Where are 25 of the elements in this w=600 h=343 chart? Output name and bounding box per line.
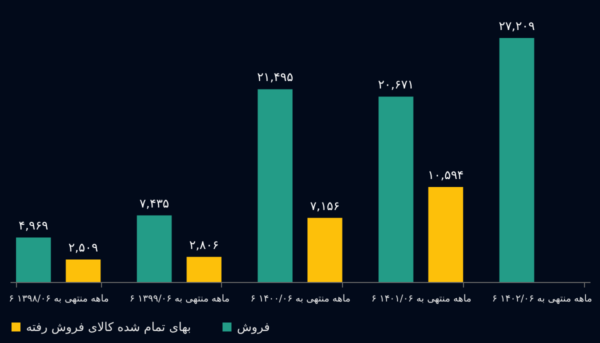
data-label: ۲,۸۰۶	[189, 238, 219, 252]
data-label: ۴,۹۶۹	[18, 218, 48, 232]
bar	[378, 96, 414, 282]
data-label: ۲۷,۲۰۹	[498, 19, 535, 33]
data-label: ۲,۵۰۹	[68, 240, 98, 254]
data-label: ۷,۱۵۶	[310, 198, 340, 213]
legend-label: فروش	[237, 320, 270, 334]
data-label: ۲۱,۴۹۵	[257, 70, 294, 84]
bar	[16, 237, 51, 282]
bar	[136, 215, 172, 282]
bar	[307, 218, 342, 282]
data-label: ۷,۴۳۵	[139, 196, 170, 210]
x-tick-label: ۶ ماهه منتهی به ۱۳۹۸/۰۶	[8, 294, 109, 304]
bar	[66, 260, 101, 282]
bar	[499, 38, 534, 282]
data-label: ۱۰,۵۹۴	[428, 168, 464, 182]
bar	[258, 89, 293, 282]
legend-label: بهای تمام شده کالای فروش رفته	[26, 320, 191, 334]
x-tick-label: ۶ ماهه منتهی به ۱۳۹۹/۰۶	[130, 294, 230, 304]
bar	[428, 186, 464, 282]
x-tick-label: ۶ ماهه منتهی به ۱۴۰۱/۰۶	[371, 294, 472, 304]
bar	[186, 256, 222, 282]
x-tick-label: ۶ ماهه منتهی به ۱۴۰۲/۰۶	[492, 294, 592, 304]
data-label: ۲۰,۶۷۱	[378, 78, 414, 92]
x-tick-label: ۶ ماهه منتهی به ۱۴۰۰/۰۶	[250, 294, 350, 304]
